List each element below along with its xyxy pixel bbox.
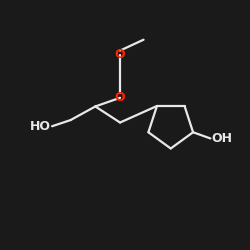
Text: OH: OH: [212, 132, 233, 145]
Text: HO: HO: [30, 120, 51, 133]
Text: O: O: [115, 48, 125, 61]
Text: O: O: [115, 91, 125, 104]
